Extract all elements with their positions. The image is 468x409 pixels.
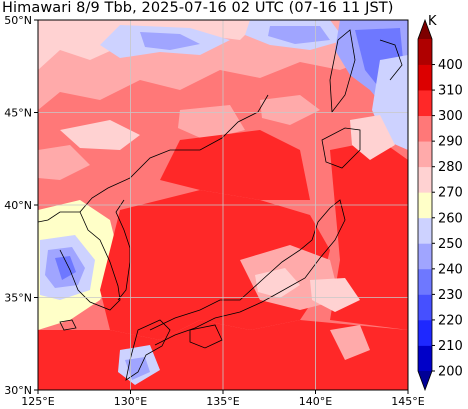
lat-tick-label: 45°N [4,107,32,120]
colorbar-tick-label: 310 [438,84,463,99]
colorbar-tick-label: 280 [438,160,463,175]
lon-tick-label: 130°E [114,395,147,408]
colorbar-swatch [418,39,432,65]
colorbar-swatch [418,345,432,372]
lon-tick-label: 125°E [21,395,54,408]
colorbar-tick-label: 290 [438,135,463,150]
colorbar-tick-label: 210 [438,339,463,354]
colorbar-tick-label: 250 [438,237,463,252]
colorbar-over-arrow [418,20,432,39]
colorbar-swatch [418,319,432,346]
colorbar-swatch [418,243,432,270]
colorbar-swatch [418,268,432,295]
axis-ticks: 125°E 130°E 135°E 140°E 145°E 30°N 35°N 40°N 45°… [4,14,425,408]
gridlines [38,20,408,390]
colorbar-under-arrow [418,371,432,390]
tbb-field [38,20,408,390]
map-title: Himawari 8/9 Tbb, 2025-07-16 02 UTC (07-… [2,0,394,16]
colorbar-swatch [418,217,432,244]
colorbar-swatch [418,90,432,117]
colorbar-unit: K [428,14,437,29]
colorbar-swatch [418,166,432,193]
colorbar-swatch [418,294,432,321]
colorbar-tick-label: 270 [438,186,463,201]
colorbar-tick-label: 400 [438,58,463,73]
colorbar-tick-label: 230 [438,288,463,303]
colorbar-tick-label: 200 [438,365,463,380]
colorbar-tick-label: 240 [438,262,463,277]
colorbar-tick-label: 300 [438,109,463,124]
lon-tick-label: 135°E [206,395,239,408]
colorbar-swatch [418,115,432,142]
lon-tick-label: 140°E [299,395,332,408]
colorbar: 200 210 220 230 240 250 260 270 280 290 300 310 400 K [417,14,463,392]
lon-tick-label: 145°E [391,395,424,408]
lat-tick-label: 35°N [4,292,32,305]
colorbar-tick-label: 260 [438,211,463,226]
lat-tick-label: 50°N [4,14,32,27]
lat-tick-label: 30°N [4,384,32,397]
coastlines [38,29,403,381]
colorbar-swatch [418,141,432,168]
lat-tick-label: 40°N [4,199,32,212]
colorbar-tick-label: 220 [438,313,463,328]
colorbar-swatch [418,192,432,219]
colorbar-swatch [418,64,432,91]
